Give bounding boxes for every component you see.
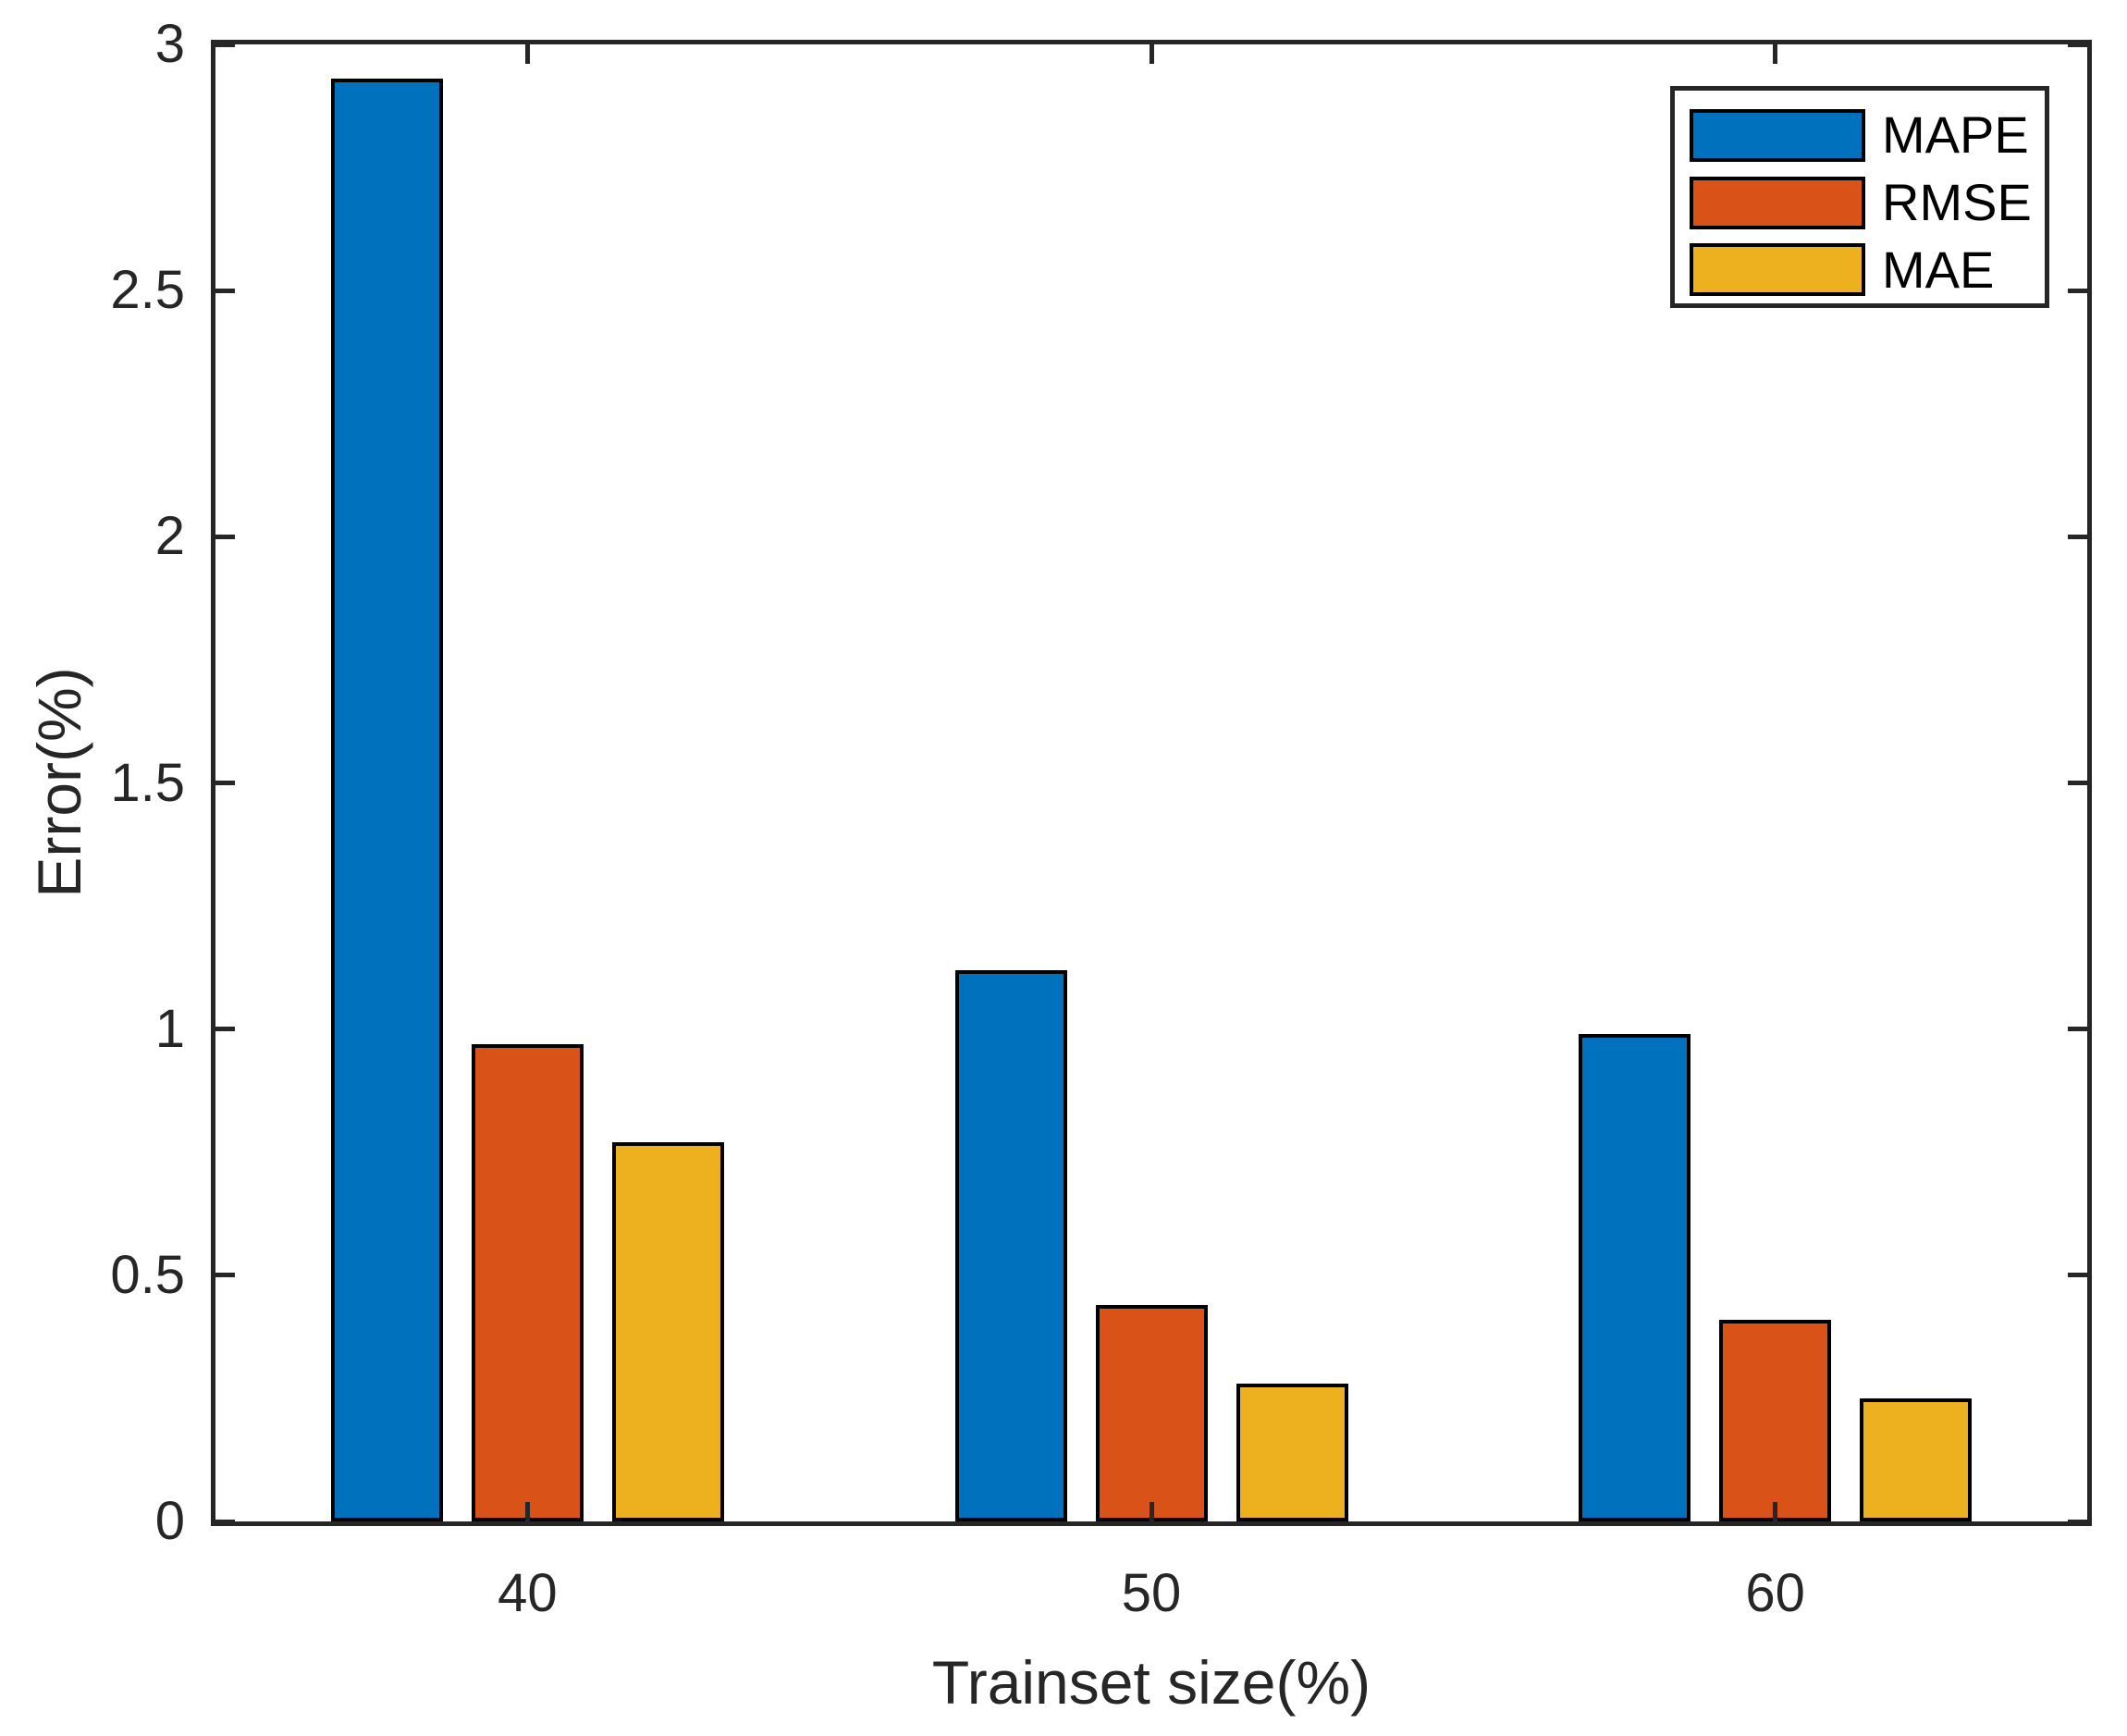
bar-mae-60 xyxy=(1860,1397,1973,1521)
y-axis-tick-right xyxy=(2068,1519,2087,1524)
legend-label-mape: MAPE xyxy=(1882,105,2029,165)
y-axis-tick-right xyxy=(2068,1027,2087,1032)
bar-mape-60 xyxy=(1579,1034,1691,1521)
y-axis-tick-right xyxy=(2068,42,2087,47)
y-tick-label: 1 xyxy=(154,998,185,1059)
bar-mae-40 xyxy=(611,1142,724,1521)
y-axis-tick-left xyxy=(215,1519,235,1524)
legend: MAPE RMSE MAE xyxy=(1670,86,2049,308)
y-axis-tick-left xyxy=(215,781,235,785)
x-tick-label: 60 xyxy=(1745,1563,1805,1623)
legend-label-mae: MAE xyxy=(1882,240,1995,299)
x-tick-label: 40 xyxy=(498,1563,558,1623)
x-axis-tick-bottom xyxy=(1149,1502,1154,1521)
y-tick-label: 3 xyxy=(154,14,185,74)
y-tick-label: 2.5 xyxy=(110,260,185,321)
x-axis-tick-bottom xyxy=(1773,1502,1778,1521)
bar-rmse-40 xyxy=(471,1043,584,1521)
x-axis-tick-bottom xyxy=(524,1502,530,1521)
y-axis-tick-right xyxy=(2068,1273,2087,1278)
y-axis-tick-left xyxy=(215,534,235,539)
legend-label-rmse: RMSE xyxy=(1882,173,2032,231)
y-axis-tick-left xyxy=(215,42,235,47)
legend-item-rmse: RMSE xyxy=(1690,169,2045,237)
x-axis-tick-top xyxy=(1149,44,1154,64)
y-axis-tick-right xyxy=(2068,781,2087,785)
legend-item-mape: MAPE xyxy=(1690,102,2045,169)
y-tick-label: 1.5 xyxy=(110,752,185,813)
y-tick-label: 0 xyxy=(154,1491,185,1551)
legend-swatch-rmse xyxy=(1690,176,1865,229)
y-axis-tick-left xyxy=(215,1273,235,1278)
y-axis-tick-left xyxy=(215,1027,235,1032)
y-axis-tick-left xyxy=(215,288,235,293)
bar-mape-50 xyxy=(954,969,1067,1521)
bar-rmse-50 xyxy=(1095,1304,1208,1521)
legend-swatch-mae xyxy=(1690,243,1865,297)
y-axis-tick-right xyxy=(2068,534,2087,539)
y-axis-tick-right xyxy=(2068,288,2087,293)
x-axis-tick-top xyxy=(524,44,530,64)
y-tick-label: 0.5 xyxy=(110,1244,185,1305)
x-axis-label: Trainset size(%) xyxy=(931,1648,1371,1717)
x-axis-tick-top xyxy=(1773,44,1778,64)
bar-mae-50 xyxy=(1236,1383,1348,1521)
bar-rmse-60 xyxy=(1719,1319,1832,1521)
legend-item-mae: MAE xyxy=(1690,236,2045,303)
legend-swatch-mape xyxy=(1690,108,1865,162)
bar-mape-40 xyxy=(330,79,443,1521)
x-tick-label: 50 xyxy=(1121,1563,1182,1623)
y-tick-label: 2 xyxy=(154,506,185,567)
